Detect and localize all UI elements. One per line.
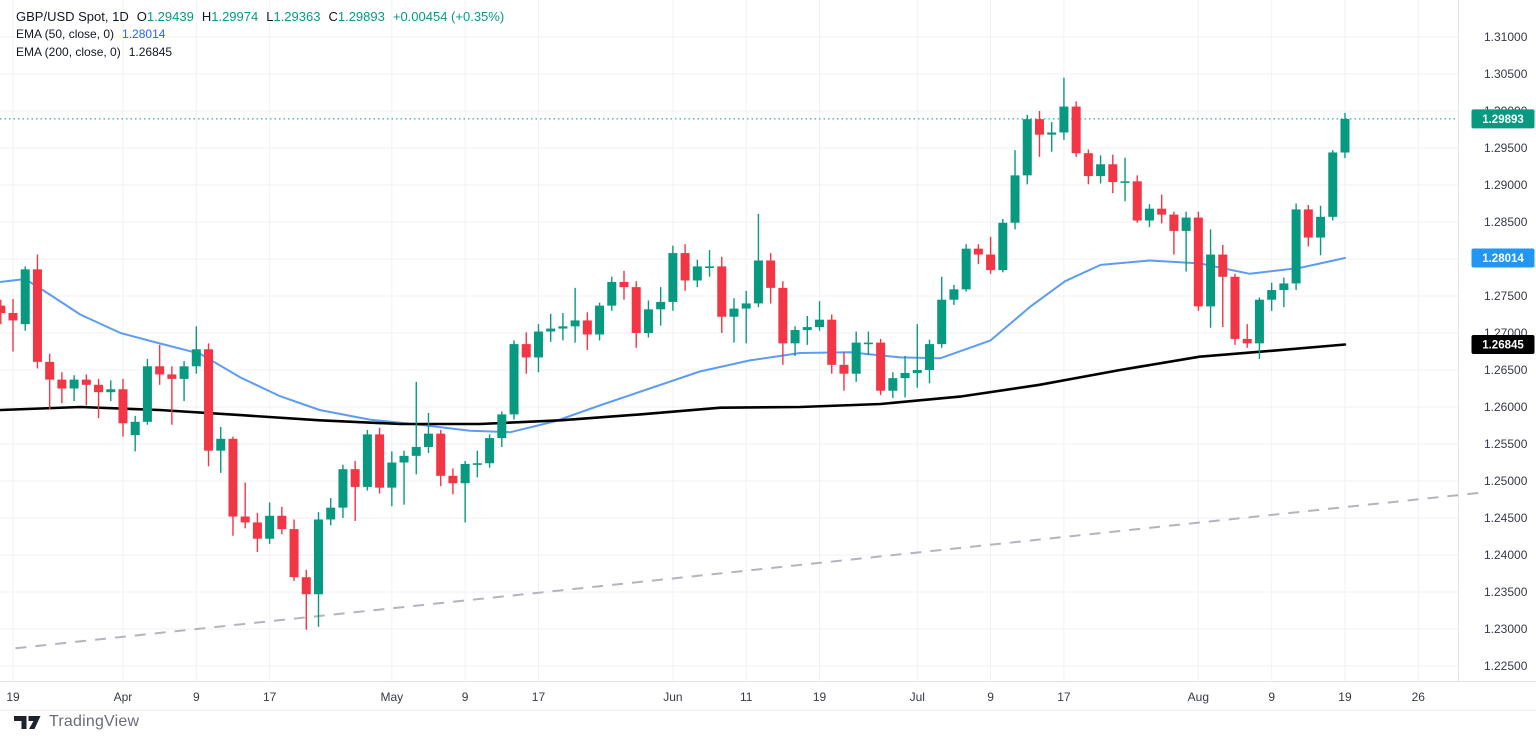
tradingview-watermark[interactable]: TradingView <box>14 713 139 731</box>
svg-text:19: 19 <box>6 690 20 704</box>
svg-text:May: May <box>380 690 403 704</box>
time-axis[interactable] <box>0 681 1458 711</box>
change-value: +0.00454 (+0.35%) <box>392 9 505 24</box>
svg-text:Jul: Jul <box>910 690 925 704</box>
svg-text:1.26000: 1.26000 <box>1484 400 1528 414</box>
tradingview-logo <box>14 715 41 729</box>
legend-main-row: GBP/USD Spot, 1D O1.29439 H1.29974 L1.29… <box>16 9 504 27</box>
svg-text:26: 26 <box>1412 690 1426 704</box>
svg-text:Jun: Jun <box>663 690 682 704</box>
price-axis[interactable] <box>1458 0 1536 681</box>
svg-text:Apr: Apr <box>114 690 133 704</box>
svg-text:1.26845: 1.26845 <box>1482 340 1524 352</box>
ema50-label[interactable]: EMA (50, close, 0) <box>16 27 115 41</box>
svg-text:17: 17 <box>532 690 546 704</box>
svg-text:1.23500: 1.23500 <box>1484 585 1528 599</box>
svg-text:1.25000: 1.25000 <box>1484 474 1528 488</box>
svg-text:1.29893: 1.29893 <box>1482 114 1524 126</box>
svg-text:1.29000: 1.29000 <box>1484 178 1528 192</box>
svg-text:9: 9 <box>193 690 200 704</box>
svg-text:1.26500: 1.26500 <box>1484 363 1528 377</box>
ema200-label[interactable]: EMA (200, close, 0) <box>16 45 121 59</box>
svg-text:9: 9 <box>987 690 994 704</box>
ohlc-low: L1.29363 <box>266 9 321 24</box>
ohlc-open: O1.29439 <box>136 9 194 24</box>
watermark-text: TradingView <box>49 713 140 730</box>
ema50-value: 1.28014 <box>122 27 166 41</box>
svg-text:1.23000: 1.23000 <box>1484 622 1528 636</box>
svg-text:1.29500: 1.29500 <box>1484 141 1528 155</box>
symbol-title[interactable]: GBP/USD Spot, 1D <box>16 9 129 24</box>
svg-text:17: 17 <box>1057 690 1071 704</box>
svg-text:19: 19 <box>813 690 827 704</box>
svg-text:9: 9 <box>462 690 469 704</box>
svg-text:1.24000: 1.24000 <box>1484 548 1528 562</box>
svg-text:11: 11 <box>740 690 753 704</box>
svg-text:9: 9 <box>1268 690 1275 704</box>
svg-text:1.27500: 1.27500 <box>1484 289 1528 303</box>
svg-text:1.28500: 1.28500 <box>1484 215 1528 229</box>
svg-text:17: 17 <box>263 690 277 704</box>
legend: GBP/USD Spot, 1D O1.29439 H1.29974 L1.29… <box>16 9 504 63</box>
svg-text:1.30500: 1.30500 <box>1484 67 1528 81</box>
svg-text:Aug: Aug <box>1188 690 1209 704</box>
svg-text:19: 19 <box>1338 690 1352 704</box>
legend-ema200-row: EMA (200, close, 0) 1.26845 <box>16 45 504 63</box>
svg-text:1.24500: 1.24500 <box>1484 511 1528 525</box>
svg-text:1.22500: 1.22500 <box>1484 659 1528 673</box>
svg-text:1.31000: 1.31000 <box>1484 30 1528 44</box>
legend-ema50-row: EMA (50, close, 0) 1.28014 <box>16 27 504 45</box>
ohlc-high: H1.29974 <box>201 9 259 24</box>
svg-text:1.28014: 1.28014 <box>1482 253 1524 265</box>
svg-text:1.25500: 1.25500 <box>1484 437 1528 451</box>
ohlc-close: C1.29893 <box>328 9 385 24</box>
ema200-value: 1.26845 <box>128 45 173 59</box>
